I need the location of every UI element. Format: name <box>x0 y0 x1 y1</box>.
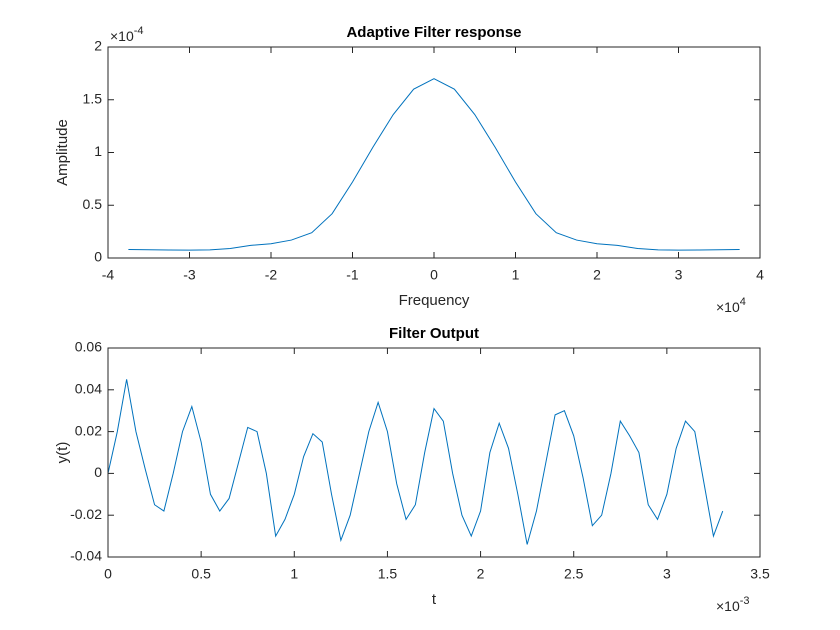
scale-base: ×10 <box>716 299 740 315</box>
x-axis-label: Frequency <box>399 292 470 309</box>
x-tick-label: 0 <box>430 267 438 283</box>
x-tick-label: 0.5 <box>191 566 211 582</box>
x-tick-label: -3 <box>183 267 196 283</box>
x-tick-label: 3 <box>663 566 671 582</box>
x-tick-label: -2 <box>265 267 278 283</box>
y-tick-label: 0.04 <box>75 381 102 397</box>
y-tick-label: 0.5 <box>83 196 103 212</box>
x-tick-label: 3 <box>675 267 683 283</box>
scale-label: ×104 <box>716 296 746 315</box>
scale-base: ×10 <box>716 598 740 614</box>
x-tick-label: -1 <box>346 267 359 283</box>
y-tick-label: 0.06 <box>75 339 102 355</box>
x-tick-label: 1.5 <box>378 566 398 582</box>
scale-exponent: -3 <box>740 595 750 607</box>
x-tick-label: 1 <box>512 267 520 283</box>
y-tick-label: 1.5 <box>83 90 103 106</box>
scale-base: ×10 <box>110 28 134 44</box>
x-tick-label: -4 <box>102 267 115 283</box>
x-tick-label: 4 <box>756 267 764 283</box>
x-tick-label: 2 <box>477 566 485 582</box>
scale-exponent: -4 <box>134 25 144 37</box>
scale-label: ×10-3 <box>716 595 750 614</box>
y-tick-label: 0 <box>94 249 102 265</box>
chart-title: Filter Output <box>389 325 479 342</box>
y-tick-label: 1 <box>94 143 102 159</box>
chart-title: Adaptive Filter response <box>346 24 521 41</box>
x-tick-label: 3.5 <box>750 566 770 582</box>
x-axis-label: t <box>432 591 437 608</box>
axes-background <box>108 348 760 557</box>
x-tick-label: 0 <box>104 566 112 582</box>
data-line <box>107 379 724 545</box>
scale-exponent: 4 <box>740 296 746 308</box>
y-tick-label: 0.02 <box>75 422 102 438</box>
y-tick-label: 2 <box>94 38 102 54</box>
x-tick-label: 2.5 <box>564 566 584 582</box>
axes-background <box>108 47 760 258</box>
x-tick-label: 1 <box>290 566 298 582</box>
y-axis-label: Amplitude <box>54 119 71 186</box>
scale-label: ×10-4 <box>110 25 144 44</box>
x-tick-label: 2 <box>593 267 601 283</box>
y-tick-label: -0.02 <box>70 506 102 522</box>
y-tick-label: 0 <box>94 464 102 480</box>
y-tick-label: -0.04 <box>70 548 102 564</box>
axes-box <box>107 347 761 558</box>
data-line <box>128 78 740 251</box>
y-axis-label: y(t) <box>54 442 71 464</box>
axes-box <box>107 46 761 259</box>
